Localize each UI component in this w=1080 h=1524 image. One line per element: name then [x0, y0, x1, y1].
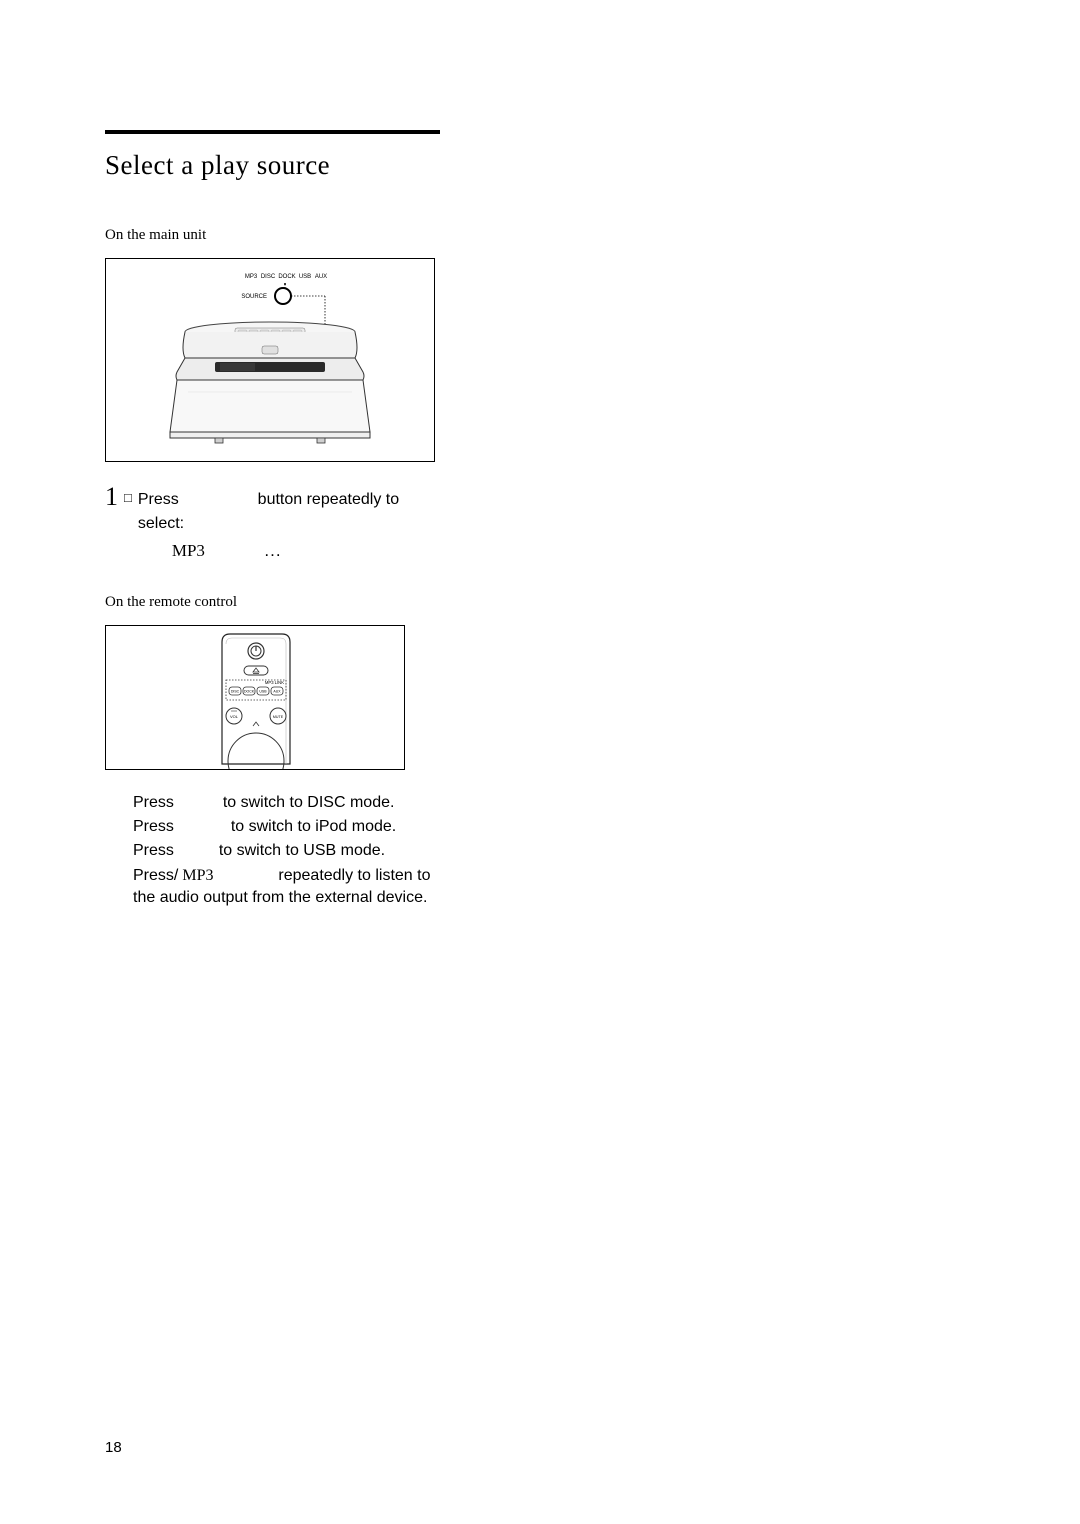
remote-instructions: Press to switch to DISC mode. Press to s… — [133, 792, 438, 910]
subheading-remote: On the remote control — [105, 594, 980, 611]
svg-text:DOCK: DOCK — [244, 689, 255, 693]
label-aux: AUX — [315, 274, 327, 280]
step-text: Press button repeatedly to select: MP3 .… — [138, 488, 418, 564]
title-rule — [105, 130, 440, 134]
label-mp3link: MP3 LINK — [265, 680, 284, 685]
step-1: 1 □ Press button repeatedly to select: M… — [105, 484, 980, 564]
label-disc: DISC — [261, 274, 276, 280]
page-title: Select a play source — [105, 150, 980, 181]
svg-text:USB: USB — [259, 689, 267, 693]
label-mp3: MP3 — [245, 274, 258, 280]
list-item: Press to switch to DISC mode. — [133, 792, 438, 814]
svg-text:MUTE: MUTE — [273, 715, 284, 719]
step-bullet: □ — [124, 490, 132, 505]
label-source: SOURCE — [241, 294, 267, 300]
remote-illustration: MP3 LINK DISC DOCK USB AUX VOL MUTE — [106, 626, 404, 769]
svg-text:DISC: DISC — [231, 689, 240, 693]
svg-text:VOL: VOL — [230, 714, 239, 719]
page-number: 18 — [105, 1439, 122, 1456]
main-unit-figure: MP3 DISC DOCK USB AUX SOURCE — [105, 258, 435, 462]
remote-figure: MP3 LINK DISC DOCK USB AUX VOL MUTE — [105, 625, 405, 770]
label-dock: DOCK — [278, 274, 295, 280]
subheading-main-unit: On the main unit — [105, 227, 980, 244]
dock-device — [170, 322, 370, 443]
svg-text:AUX: AUX — [273, 689, 281, 693]
list-item: Press to switch to USB mode. — [133, 840, 438, 862]
main-unit-illustration: MP3 DISC DOCK USB AUX SOURCE — [115, 266, 425, 454]
label-usb: USB — [299, 274, 311, 280]
step-number: 1 — [105, 484, 118, 510]
list-item: Press to switch to iPod mode. — [133, 816, 438, 838]
list-item: Press/ MP3 repeatedly to listen to the a… — [133, 865, 438, 910]
source-knob-icon — [275, 288, 291, 304]
